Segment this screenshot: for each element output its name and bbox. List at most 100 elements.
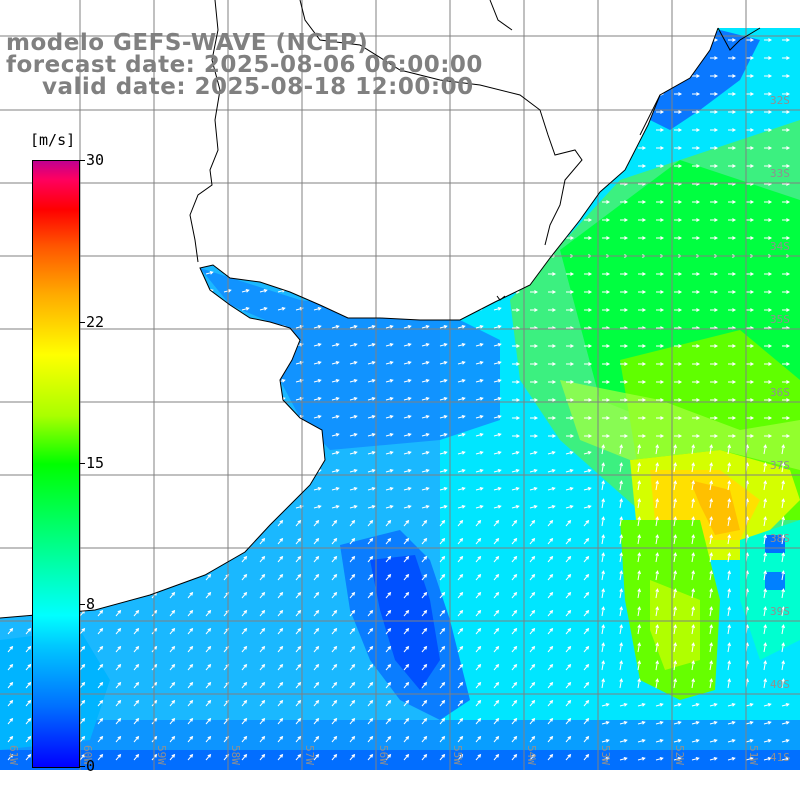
wind-arrow [782,128,791,132]
wind-arrow [728,128,737,132]
wind-arrow [421,591,428,599]
wind-arrow [656,236,665,240]
wind-arrow [547,627,554,635]
wind-arrow [385,537,392,545]
wind-arrow [781,552,785,563]
wind-arrow [475,36,484,41]
wind-arrow [223,450,232,455]
wind-arrow [547,609,554,617]
wind-arrow [385,270,394,275]
wind-arrow [241,414,250,419]
wind-arrow [511,609,518,617]
wind-arrow [692,362,701,366]
wind-arrow [781,570,785,581]
wind-arrow [169,699,176,707]
wind-arrow [349,414,358,419]
wind-arrow [133,432,142,437]
wind-arrow [79,555,86,563]
wind-arrow [457,234,466,239]
wind-arrow [421,162,430,167]
wind-arrow [638,164,647,168]
longitude-label: 51W [747,745,760,765]
wind-arrow [619,660,623,671]
wind-arrow [421,126,430,131]
wind-arrow [710,74,719,78]
wind-arrow [638,110,647,114]
wind-arrow [782,290,791,294]
wind-arrow [782,38,791,42]
wind-arrow [584,344,593,348]
wind-arrow [241,645,248,653]
wind-arrow [97,360,106,365]
wind-arrow [331,324,340,329]
wind-arrow [97,396,106,401]
wind-arrow [223,486,232,491]
wind-arrow [115,342,124,347]
wind-arrow [403,432,412,437]
wind-arrow [727,720,736,725]
wind-arrow [764,92,773,96]
wind-arrow [782,218,791,222]
wind-arrow [367,519,374,527]
wind-arrow [439,537,446,545]
wind-arrow [133,573,140,581]
wind-arrow [25,699,32,707]
wind-arrow [7,216,16,221]
wind-arrow [674,110,683,114]
wind-arrow [674,38,683,42]
wind-arrow [746,56,755,60]
wind-arrow [529,645,536,653]
wind-arrow [457,450,466,455]
wind-arrow [457,645,464,653]
wind-arrow [223,216,232,221]
wind-arrow [241,555,248,563]
wind-arrow [655,444,659,455]
wind-arrow [133,414,142,419]
wind-arrow [97,432,106,437]
wind-arrow [97,144,106,149]
wind-arrow [97,234,106,239]
wind-arrow [241,537,248,545]
wind-arrow [205,486,214,491]
wind-arrow [241,753,248,761]
wind-arrow [746,200,755,204]
wind-arrow [7,699,14,707]
wind-arrow [529,699,536,707]
wind-arrow [691,588,695,599]
wind-arrow [295,717,302,725]
wind-arrow [115,519,122,527]
wind-arrow [169,735,176,743]
wind-arrow [511,663,518,671]
wind-arrow [728,290,737,294]
wind-arrow [782,380,791,384]
wind-arrow [547,645,554,653]
wind-arrow [313,450,322,455]
wind-arrow [223,396,232,401]
wind-arrow [638,272,647,276]
wind-arrow [746,92,755,96]
wind-arrow [133,504,142,509]
wind-arrow [764,38,773,42]
wind-arrow [619,720,628,725]
wind-arrow [133,555,140,563]
wind-arrow [421,414,430,419]
wind-arrow [601,498,605,509]
wind-arrow [566,416,575,420]
wind-arrow [475,396,484,401]
wind-arrow [133,699,140,707]
wind-arrow [97,270,106,275]
wind-arrow [403,504,412,509]
colorbar-tick-mark [79,321,85,323]
wind-arrow [638,74,647,78]
wind-arrow [385,699,392,707]
wind-arrow [764,344,773,348]
wind-arrow [115,432,124,437]
wind-arrow [7,609,14,617]
wind-arrow [241,342,250,347]
wind-arrow [529,591,536,599]
wind-arrow [637,516,641,527]
wind-arrow [457,216,466,221]
wind-arrow [764,56,773,60]
wind-arrow [367,681,374,689]
wind-arrow [475,198,484,203]
